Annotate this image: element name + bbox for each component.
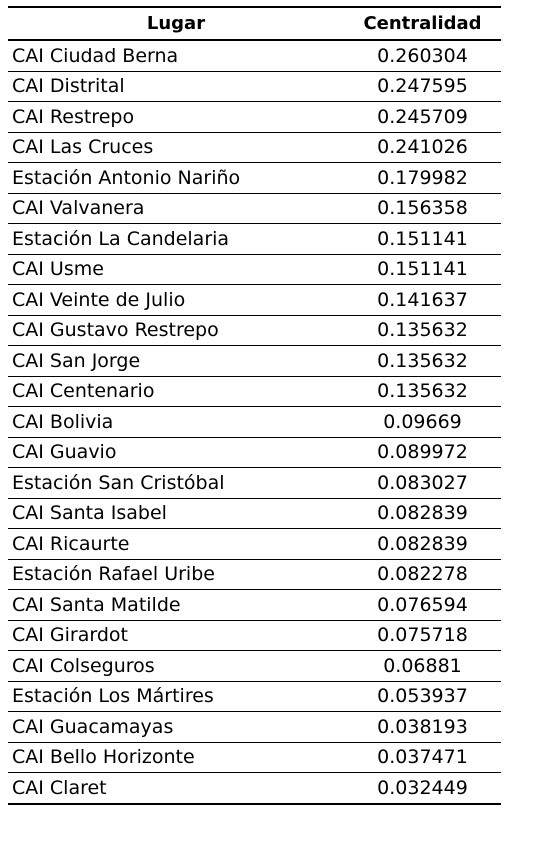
- place-name-cell: CAI Colseguros: [8, 650, 344, 682]
- place-name-cell: CAI Guavio: [8, 437, 344, 468]
- centrality-value-cell: 0.053937: [344, 681, 501, 712]
- place-name-cell: CAI Gustavo Restrepo: [8, 315, 344, 346]
- centrality-value-cell: 0.179982: [344, 162, 501, 194]
- table-row: CAI Santa Matilde 0.076594: [8, 589, 501, 621]
- place-name-cell: CAI Las Cruces: [8, 132, 344, 163]
- table-row: CAI Bello Horizonte 0.037471: [8, 742, 501, 773]
- place-name-cell: CAI Ciudad Berna: [8, 40, 344, 72]
- centrality-value-cell: 0.038193: [344, 711, 501, 743]
- centrality-value-cell: 0.09669: [344, 406, 501, 438]
- table-row: CAI Girardot 0.075718: [8, 620, 501, 651]
- centrality-value-cell: 0.06881: [344, 650, 501, 682]
- table-row: Estación La Candelaria 0.151141: [8, 223, 501, 255]
- centrality-value-cell: 0.075718: [344, 620, 501, 651]
- place-name-cell: CAI Claret: [12, 776, 107, 799]
- place-name-cell: Estación Los Mártires: [8, 681, 344, 712]
- place-name-cell: Estación La Candelaria: [8, 223, 344, 255]
- centrality-value-cell: 0.076594: [344, 589, 501, 621]
- place-name-cell: CAI Valvanera: [8, 193, 344, 224]
- header-centralidad: Centralidad: [344, 7, 501, 41]
- place-name-cell: CAI Santa Matilde: [8, 589, 344, 621]
- table-row: CAI Claret 0.032449: [8, 773, 501, 804]
- table-row: CAI Veinte de Julio 0.141637: [8, 284, 501, 316]
- centrality-value-cell: 0.156358: [344, 193, 501, 224]
- table-row: CAI Las Cruces 0.241026: [8, 132, 501, 163]
- place-name-cell: CAI Bello Horizonte: [8, 742, 344, 773]
- centrality-value-cell: 0.260304: [344, 40, 501, 72]
- table-row: CAI Distrital 0.247595: [8, 71, 501, 102]
- place-name-cell: CAI Ricaurte: [8, 528, 344, 560]
- table-row: CAI Ciudad Berna 0.260304: [8, 40, 501, 72]
- place-name-cell: CAI Girardot: [8, 620, 344, 651]
- place-name-cell: Estación Rafael Uribe: [8, 559, 344, 590]
- centrality-value-cell: 0.082839: [344, 528, 501, 560]
- table-row: CAI Colseguros 0.06881: [8, 650, 501, 682]
- table-row: CAI Santa Isabel 0.082839: [8, 498, 501, 529]
- table-row: Estación Los Mártires 0.053937: [8, 681, 501, 712]
- centrality-value-cell: 0.037471: [344, 742, 501, 773]
- place-name-cell: CAI Distrital: [8, 71, 344, 102]
- table-body: CAI Ciudad Berna 0.260304 CAI Distrital 0.2…: [8, 40, 501, 804]
- centrality-value-cell: 0.083027: [344, 467, 501, 499]
- place-name-cell: CAI Usme: [8, 254, 344, 285]
- table-row: Estación San Cristóbal 0.083027: [8, 467, 501, 499]
- centrality-value-cell: 0.241026: [344, 132, 501, 163]
- table-row: CAI Valvanera 0.156358: [8, 193, 501, 224]
- place-name-cell: CAI Veinte de Julio: [8, 284, 344, 316]
- place-name-cell: Estación Antonio Nariño: [8, 162, 344, 194]
- place-name-cell: Estación San Cristóbal: [8, 467, 344, 499]
- table-row: CAI Guavio 0.089972: [8, 437, 501, 468]
- table-row: Estación Rafael Uribe 0.082278: [8, 559, 501, 590]
- centrality-value-cell: 0.141637: [344, 284, 501, 316]
- centrality-value-cell: 0.032449: [377, 776, 468, 799]
- centrality-value-cell: 0.135632: [344, 315, 501, 346]
- place-name-cell: CAI Centenario: [8, 376, 344, 407]
- centrality-value-cell: 0.135632: [344, 376, 501, 407]
- table-row: CAI Centenario 0.135632: [8, 376, 501, 407]
- header-lugar: Lugar: [8, 7, 344, 41]
- place-name-cell: CAI Restrepo: [8, 101, 344, 133]
- centrality-value-cell: 0.151141: [344, 254, 501, 285]
- place-name-cell: CAI Santa Isabel: [8, 498, 344, 529]
- centrality-value-cell: 0.082278: [344, 559, 501, 590]
- centrality-value-cell: 0.245709: [344, 101, 501, 133]
- table-row: CAI Restrepo 0.245709: [8, 101, 501, 133]
- table-row: CAI Guacamayas 0.038193: [8, 711, 501, 743]
- table-row: CAI Bolivia 0.09669: [8, 406, 501, 438]
- place-name-cell: CAI Guacamayas: [8, 711, 344, 743]
- centrality-value-cell: 0.247595: [344, 71, 501, 102]
- centrality-value-cell: 0.135632: [344, 345, 501, 377]
- table-row: CAI Ricaurte 0.082839: [8, 528, 501, 560]
- table-row: CAI San Jorge 0.135632: [8, 345, 501, 377]
- centrality-value-cell: 0.151141: [344, 223, 501, 255]
- centrality-value-cell: 0.089972: [344, 437, 501, 468]
- header-row: Lugar Centralidad: [8, 7, 501, 41]
- place-name-cell: CAI San Jorge: [8, 345, 344, 377]
- place-name-cell: CAI Bolivia: [8, 406, 344, 438]
- table-row: CAI Usme 0.151141: [8, 254, 501, 285]
- table-row: CAI Gustavo Restrepo 0.135632: [8, 315, 501, 346]
- centrality-value-cell: 0.082839: [344, 498, 501, 529]
- centrality-table: Lugar Centralidad CAI Ciudad Berna 0.2603…: [8, 6, 501, 805]
- table-row: Estación Antonio Nariño 0.179982: [8, 162, 501, 194]
